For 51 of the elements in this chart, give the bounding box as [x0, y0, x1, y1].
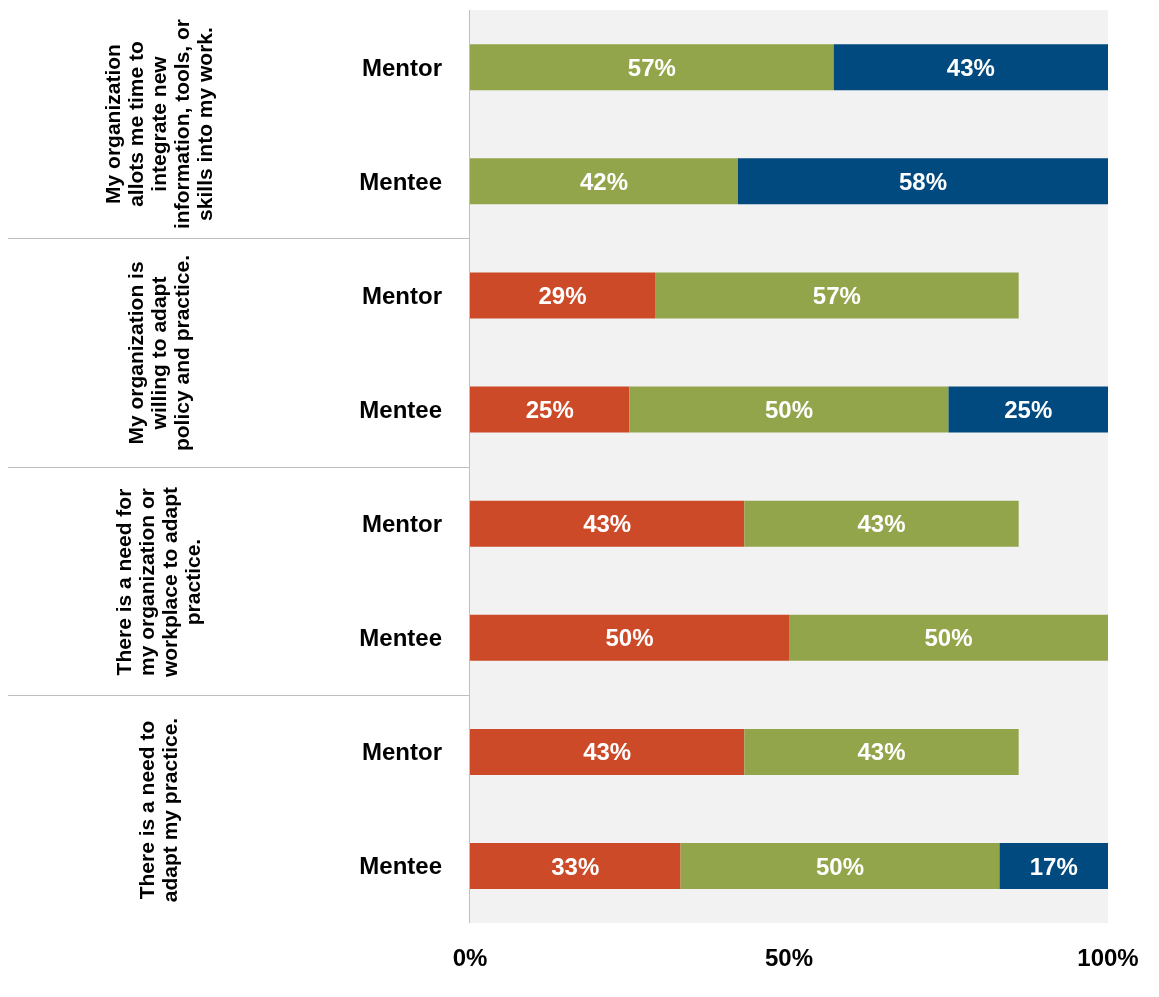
bar [470, 500, 745, 547]
text: My organization is willing to adapt policy and practice. [123, 254, 193, 454]
data-label: 43% [857, 738, 906, 766]
bar [744, 728, 1019, 775]
bar [744, 500, 1019, 547]
bar [470, 386, 630, 433]
y-tick-label: Mentor [362, 53, 442, 81]
bar [789, 614, 1108, 661]
data-label: 43% [583, 738, 632, 766]
bar [999, 843, 1108, 890]
text: There is a need to adapt my practice. [135, 716, 181, 905]
data-label: 25% [1004, 396, 1053, 424]
bar [655, 272, 1019, 319]
data-label: 50% [764, 396, 814, 424]
y-tick-label: Mentor [362, 738, 442, 766]
data-label: 58% [898, 167, 947, 195]
text: There is a need for my organization or workplace to adapt practice. [112, 485, 204, 679]
data-label: 42% [579, 167, 628, 195]
bar [833, 44, 1108, 91]
y-tick-label: Mentor [362, 281, 442, 309]
data-label: 25% [525, 396, 574, 424]
data-label: 17% [1029, 852, 1078, 880]
data-label: 43% [583, 510, 632, 538]
bar [680, 843, 1000, 890]
y-tick-label: Mentee [359, 395, 442, 423]
bar [948, 386, 1108, 433]
x-tick-label: 50% [764, 944, 814, 972]
bar [470, 614, 789, 661]
bar [470, 158, 738, 205]
data-label: 50% [605, 624, 654, 652]
data-label: 50% [816, 852, 865, 880]
x-tick-label: 0% [452, 944, 488, 972]
y-tick-label: Mentee [359, 852, 442, 880]
data-label: 50% [924, 624, 973, 652]
bar [737, 158, 1108, 205]
data-label: 43% [857, 510, 906, 538]
data-label: 29% [538, 281, 587, 309]
y-tick-label: Mentee [359, 624, 442, 652]
bar [470, 728, 745, 775]
data-label: 43% [946, 53, 995, 81]
bar [470, 272, 656, 319]
data-label: 57% [812, 281, 861, 309]
bar [629, 386, 949, 433]
y-tick-label: Mentor [362, 510, 442, 538]
bar [470, 843, 681, 890]
x-tick-label: 100% [1077, 944, 1139, 972]
data-label: 57% [627, 53, 676, 81]
bar [470, 44, 834, 91]
y-tick-label: Mentee [359, 167, 442, 195]
data-label: 33% [551, 852, 600, 880]
text: My organization allots me time to integrate new information, tools, or skills into my work. [100, 18, 216, 232]
